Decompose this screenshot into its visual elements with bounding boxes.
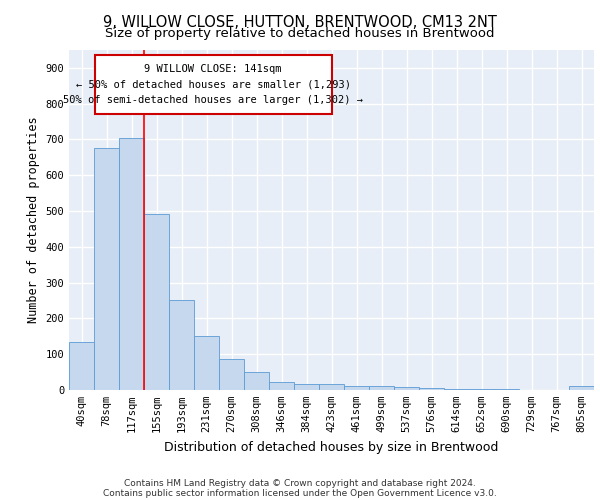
X-axis label: Distribution of detached houses by size in Brentwood: Distribution of detached houses by size … bbox=[164, 440, 499, 454]
Text: 9, WILLOW CLOSE, HUTTON, BRENTWOOD, CM13 2NT: 9, WILLOW CLOSE, HUTTON, BRENTWOOD, CM13… bbox=[103, 15, 497, 30]
Bar bbox=[369, 386, 394, 390]
Bar bbox=[144, 214, 169, 390]
Text: Contains HM Land Registry data © Crown copyright and database right 2024.: Contains HM Land Registry data © Crown c… bbox=[124, 478, 476, 488]
Bar bbox=[344, 386, 369, 390]
Bar bbox=[269, 382, 294, 390]
Bar bbox=[319, 384, 344, 390]
Bar bbox=[69, 342, 94, 390]
Bar bbox=[294, 384, 319, 390]
Bar bbox=[94, 148, 119, 390]
Bar bbox=[119, 138, 144, 390]
Bar bbox=[569, 386, 594, 390]
Bar bbox=[169, 300, 194, 390]
Bar bbox=[394, 388, 419, 390]
Bar bbox=[194, 336, 219, 390]
Bar bbox=[244, 372, 269, 390]
Text: 9 WILLOW CLOSE: 141sqm
← 50% of detached houses are smaller (1,293)
50% of semi-: 9 WILLOW CLOSE: 141sqm ← 50% of detached… bbox=[63, 64, 363, 106]
FancyBboxPatch shape bbox=[95, 56, 332, 114]
Y-axis label: Number of detached properties: Number of detached properties bbox=[27, 116, 40, 324]
Text: Contains public sector information licensed under the Open Government Licence v3: Contains public sector information licen… bbox=[103, 488, 497, 498]
Bar bbox=[419, 388, 444, 390]
Text: Size of property relative to detached houses in Brentwood: Size of property relative to detached ho… bbox=[105, 28, 495, 40]
Bar bbox=[219, 358, 244, 390]
Bar bbox=[444, 389, 469, 390]
